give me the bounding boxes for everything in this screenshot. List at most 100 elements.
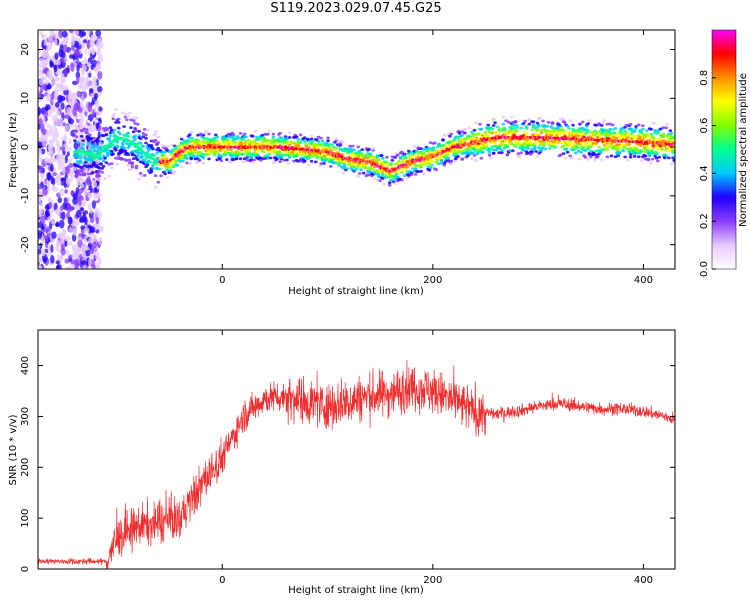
spectrogram-ridge-cell	[527, 122, 532, 126]
spectrogram-ridge-cell	[238, 132, 243, 135]
spectrogram-noise-cell	[64, 249, 70, 256]
spectrogram-ridge-cell	[390, 158, 395, 162]
spectrogram-noise-cell	[53, 64, 58, 73]
spectrogram-ridge-cell	[142, 190, 147, 194]
spectrogram-noise-cell	[96, 48, 101, 56]
spectrogram-ridge-cell	[398, 156, 403, 160]
spectrogram-ridge-cell	[104, 161, 109, 165]
spectrogram-noise-cell	[97, 257, 102, 266]
spectrogram-ridge-cell	[356, 145, 361, 149]
spectrogram-noise-cell	[50, 93, 55, 100]
spectrogram-ridge-cell	[256, 154, 261, 158]
spectrogram-ridge-cell	[379, 154, 384, 157]
spectrogram-ridge-cell	[179, 137, 184, 141]
spectrogram-noise-cell	[58, 49, 64, 58]
spectrogram-noise-cell	[75, 219, 80, 226]
x-tick-label: 200	[423, 575, 442, 586]
spectrogram-ridge-cell	[99, 146, 103, 149]
spectrogram-noise-cell	[86, 40, 91, 49]
spectrogram-ridge-cell	[411, 179, 415, 183]
spectrogram-ridge-cell	[126, 164, 130, 167]
spectrogram-ridge-cell	[282, 158, 287, 162]
spectrogram-ridge-cell	[519, 126, 523, 130]
spectrogram-ridge-cell	[77, 165, 81, 169]
spectrogram-noise-cell	[66, 241, 73, 247]
spectrogram-ridge-cell	[597, 145, 601, 149]
spectrogram-noise-cell	[80, 225, 85, 230]
spectrogram-ridge-cell	[79, 135, 84, 138]
spectrogram-ridge-cell	[315, 145, 319, 149]
spectrogram-ridge-cell	[628, 113, 633, 117]
spectrogram-ridge-cell	[259, 158, 263, 162]
spectrogram-ridge-cell	[434, 168, 439, 172]
spectrogram-ridge-cell	[546, 120, 551, 124]
spectrogram-ridge-cell	[114, 121, 118, 124]
spectrogram-ridge-cell	[173, 170, 177, 174]
spectrogram-noise-cell	[67, 216, 73, 225]
spectrogram-ridge-cell	[85, 165, 89, 169]
spectrogram-noise-cell	[88, 72, 92, 78]
spectrogram-ridge-cell	[144, 141, 148, 145]
spectrogram-noise-cell	[50, 244, 54, 253]
spectrogram-ridge-cell	[583, 155, 588, 159]
spectrogram-noise-cell	[90, 34, 96, 39]
spectrogram-ridge-cell	[201, 156, 206, 160]
spectrogram-ridge-cell	[341, 171, 345, 175]
spectrogram-noise-cell	[60, 243, 65, 252]
spectrogram-ridge-cell	[352, 141, 356, 145]
spectrogram-noise-cell	[94, 251, 100, 261]
spectrogram-ridge-cell	[222, 135, 226, 139]
spectrogram-noise-cell	[77, 106, 83, 113]
spectrogram-ridge-cell	[320, 152, 325, 156]
spectrogram-noise-cell	[74, 40, 80, 49]
spectrogram-noise-cell	[96, 62, 100, 71]
spectrogram-ridge-cell	[290, 130, 295, 134]
x-tick-label: 0	[219, 275, 225, 286]
spectrogram-noise-cell	[80, 207, 85, 212]
spectrogram-ridge-cell	[152, 154, 156, 157]
spectrogram-noise-cell	[54, 38, 58, 46]
spectrogram-ridge-cell	[138, 172, 143, 175]
spectrogram-ridge-cell	[493, 121, 497, 125]
spectrogram-ridge-cell	[85, 158, 89, 162]
spectrogram-ridge-cell	[123, 113, 128, 116]
spectrogram-noise-cell	[97, 237, 103, 246]
spectrogram-ridge-cell	[537, 124, 541, 127]
spectrogram-ridge-cell	[89, 165, 94, 169]
spectrogram-ridge-cell	[327, 146, 332, 149]
spectrogram-ridge-cell	[500, 113, 504, 117]
spectrogram-noise-cell	[76, 75, 80, 85]
spectrogram-ridge-cell	[430, 163, 434, 167]
spectrogram-ridge-cell	[100, 167, 104, 170]
spectrogram-ridge-cell	[125, 118, 129, 122]
spectrogram-noise-cell	[38, 196, 42, 203]
spectrogram-ridge-cell	[294, 135, 299, 139]
spectrogram-noise-cell	[98, 41, 104, 49]
spectrogram-ridge-cell	[279, 129, 284, 133]
spectrogram-ridge-cell	[376, 158, 381, 162]
spectrogram-ridge-cell	[316, 135, 321, 139]
spectrogram-noise-cell	[83, 91, 88, 99]
spectrogram-ridge-cell	[433, 141, 437, 145]
spectrogram-ridge-cell	[621, 149, 626, 153]
spectrogram-ridge-cell	[511, 149, 515, 153]
spectrogram-ridge-cell	[412, 176, 417, 180]
spectrogram-noise-cell	[86, 30, 91, 36]
spectrogram-ridge-cell	[453, 159, 458, 163]
spectrogram-noise-cell	[46, 104, 51, 110]
spectrogram-ridge-cell	[77, 153, 81, 157]
spectrogram-ridge-cell	[133, 127, 137, 130]
spectrogram-noise-cell	[55, 117, 61, 127]
spectrogram-ridge-cell	[534, 141, 538, 145]
spectrogram-ridge-cell	[327, 143, 332, 146]
spectrogram-ridge-cell	[378, 179, 382, 183]
spectrogram-noise-cell	[89, 80, 95, 89]
spectrogram-noise-cell	[83, 227, 90, 234]
spectrogram-ridge-cell	[329, 148, 333, 152]
spectrogram-noise-cell	[76, 246, 82, 253]
spectrogram-ridge-cell	[86, 189, 91, 193]
spectrogram-ridge-cell	[223, 148, 228, 152]
spectrogram-noise-cell	[70, 259, 77, 265]
spectrogram-noise-cell	[58, 30, 63, 39]
spectrogram-ridge-cell	[86, 138, 91, 142]
